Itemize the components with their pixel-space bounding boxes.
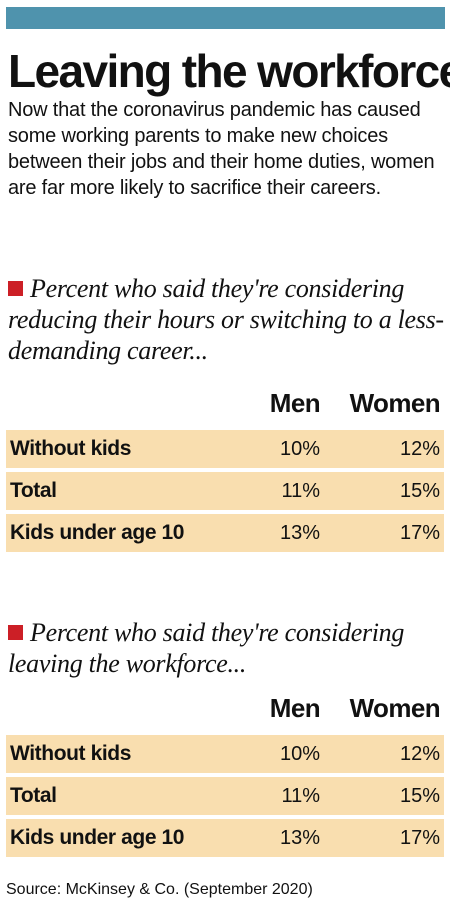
column-header-men: Men [269, 388, 321, 418]
men-value: 13% [279, 827, 320, 849]
section-1-title: Percent who said they're considering red… [8, 274, 444, 365]
table-row: Kids under age 10 13% 17% [6, 514, 444, 552]
men-value: 10% [279, 438, 320, 460]
column-header-men: Men [269, 693, 321, 723]
row-label: Without kids [10, 742, 131, 765]
table-row: Total 11% 15% [6, 472, 444, 510]
women-value: 12% [399, 743, 440, 765]
row-label: Total [10, 784, 57, 807]
men-value: 11% [281, 480, 320, 502]
men-value: 13% [279, 522, 320, 544]
section-2-heading: Percent who said they're considering lea… [8, 617, 444, 679]
women-value: 12% [399, 438, 440, 460]
column-header-women: Women [349, 388, 441, 418]
row-label: Total [10, 479, 57, 502]
header-color-bar [6, 7, 445, 29]
women-value: 17% [399, 522, 440, 544]
source-note: Source: McKinsey & Co. (September 2020) [6, 881, 313, 898]
table-row: Total 11% 15% [6, 777, 444, 815]
women-value: 17% [399, 827, 440, 849]
men-value: 10% [279, 743, 320, 765]
red-square-marker [8, 281, 23, 296]
table-row: Without kids 10% 12% [6, 430, 444, 468]
men-value: 11% [281, 785, 320, 807]
page-title: Leaving the workforce [8, 45, 450, 97]
section-1-heading: Percent who said they're considering red… [8, 273, 444, 366]
row-label: Kids under age 10 [10, 521, 185, 544]
red-square-marker [8, 625, 23, 640]
women-value: 15% [399, 480, 440, 502]
table-row: Kids under age 10 13% 17% [6, 819, 444, 857]
column-header-women: Women [349, 693, 441, 723]
row-label: Without kids [10, 437, 131, 460]
row-label: Kids under age 10 [10, 826, 185, 849]
women-value: 15% [399, 785, 440, 807]
table-row: Without kids 10% 12% [6, 735, 444, 773]
intro-text: Now that the coronavirus pandemic has ca… [8, 99, 435, 199]
section-2-title: Percent who said they're considering lea… [8, 618, 405, 678]
